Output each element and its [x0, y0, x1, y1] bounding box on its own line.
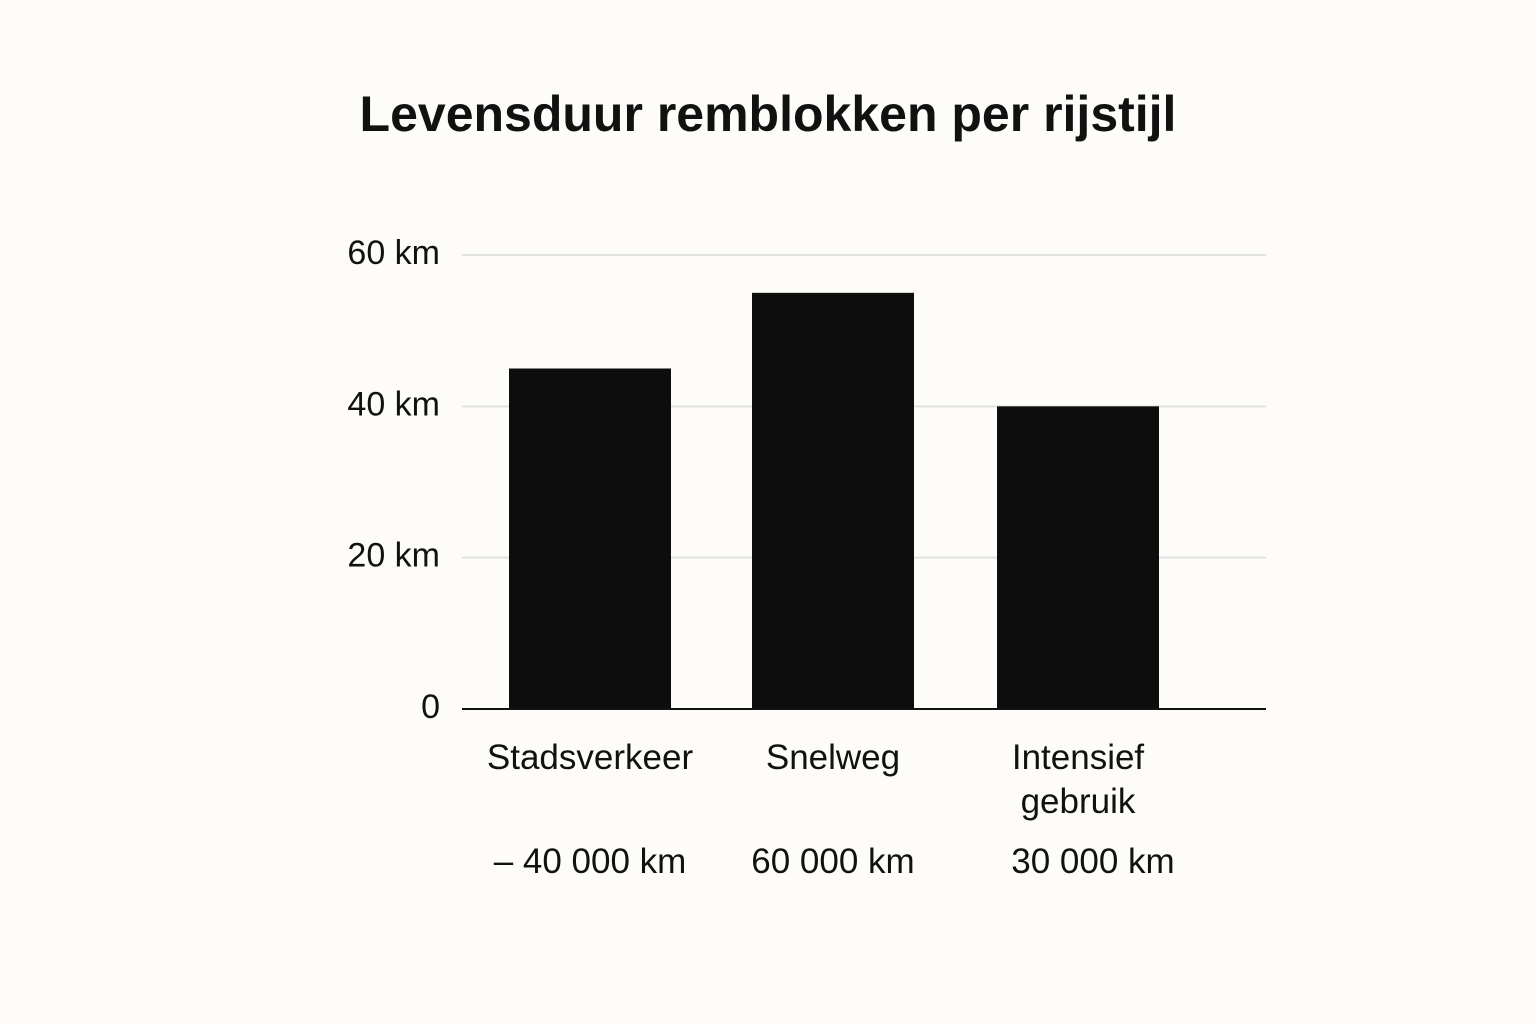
x-tick-label: Intensief gebruik — [1011, 738, 1145, 821]
bar — [997, 406, 1159, 709]
x-tick-label: Stadsverkeer — [486, 738, 694, 777]
y-tick-label: 40 km — [347, 385, 440, 423]
bar — [752, 292, 914, 709]
y-tick-label: 0 — [421, 688, 440, 726]
annotation: 60 000 km — [751, 842, 915, 881]
annotation: – 40 000 km — [493, 842, 687, 881]
y-tick-label: 20 km — [347, 537, 440, 575]
x-tick-label: Snelweg — [765, 738, 901, 777]
annotation: 30 000 km — [1011, 842, 1175, 881]
chart-title: Levensduur remblokken per rijstijl — [360, 86, 1177, 142]
y-tick-label: 60 km — [347, 234, 440, 272]
bar — [509, 368, 671, 709]
